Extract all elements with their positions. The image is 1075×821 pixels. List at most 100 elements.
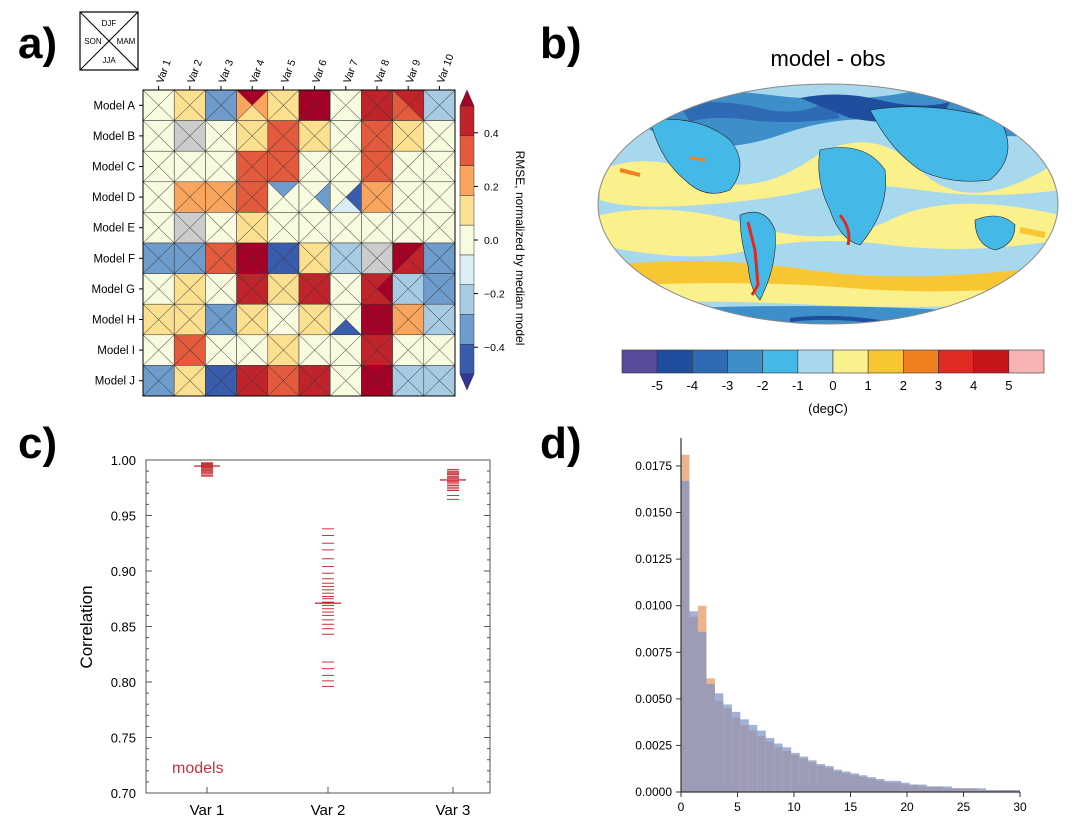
heatmap-cell-son	[329, 364, 347, 397]
map-colorbar-label: 3	[935, 378, 942, 393]
colorbar-swatch	[459, 254, 475, 285]
heatmap-cell-son	[298, 303, 315, 336]
heatmap-cell-son	[329, 303, 347, 336]
heatmap-cell-son	[205, 150, 222, 183]
histogram-bar	[697, 631, 707, 792]
heatmap-cell-son	[267, 89, 284, 122]
histogram-bar	[1003, 790, 1012, 792]
heatmap-cell-son	[267, 211, 284, 244]
heatmap-cell-son	[173, 364, 191, 397]
histogram-bar	[723, 704, 732, 792]
heatmap-cell-son	[423, 273, 440, 305]
heatmap-cell-son	[361, 242, 378, 275]
histogram-bar	[799, 756, 809, 792]
heatmap-cell-son	[173, 89, 191, 122]
row-label: Model F	[93, 253, 135, 265]
correlation-axes: 0.70 0.75 0.80 0.85 0.90 0.95 1.00 Var 1 Var 2 Va…	[111, 453, 490, 819]
row-labels: Model A Model B Model C Model D Model E Model…	[92, 100, 143, 388]
row-label: Model H	[92, 315, 135, 327]
heatmap-cell-son	[298, 242, 315, 275]
heatmap-cell-son	[361, 334, 378, 366]
heatmap-cell-son	[267, 303, 284, 336]
histogram-bar	[774, 743, 783, 792]
map-colorbar-label: -2	[757, 378, 769, 393]
x-tick-label: Var 3	[436, 802, 471, 819]
histogram-bar	[918, 784, 927, 792]
row-label: Model I	[97, 345, 135, 357]
colorbar-swatch	[459, 224, 475, 256]
y-tick-label: 0.0100	[635, 599, 672, 613]
heatmap-cell-son	[392, 273, 409, 305]
correlation-plot: 0.70 0.75 0.80 0.85 0.90 0.95 1.00 Var 1 Var 2 Va…	[77, 453, 491, 819]
map-colorbar-label: 4	[970, 378, 977, 393]
map-title: model - obs	[771, 46, 886, 71]
heatmap-cell-son	[205, 120, 222, 152]
heatmap-cell-son	[361, 273, 378, 305]
histogram-bar	[765, 737, 775, 792]
season-label-left: SON	[84, 37, 102, 46]
heatmap-cell-son	[236, 303, 253, 336]
heatmap-cell-son	[298, 120, 315, 152]
heatmap-cell-son	[361, 150, 378, 183]
y-tick-label: 0.95	[111, 509, 136, 524]
column-label: Var 7	[341, 58, 361, 85]
heatmap-cell-son	[205, 89, 222, 122]
heatmap-cell-son	[173, 211, 191, 244]
column-label: Var 2	[185, 58, 205, 85]
heatmap-cell-son	[173, 120, 191, 152]
histogram-bar	[960, 788, 970, 792]
histogram-bar	[943, 786, 953, 792]
map-colorbar-label: 0	[829, 378, 836, 393]
colorbar-tick-label: 0.2	[484, 181, 499, 193]
heatmap-cell-son	[173, 303, 191, 336]
heatmap-cell-son	[298, 89, 315, 122]
colorbar-swatch	[459, 165, 475, 196]
season-label-top: DJF	[102, 19, 117, 28]
heatmap-cell-son	[236, 150, 253, 183]
histogram-bar	[714, 693, 724, 792]
map-colorbar-label: -3	[722, 378, 734, 393]
row-label: Model D	[92, 192, 135, 204]
heatmap-cell-son	[423, 334, 440, 366]
histogram-bar	[986, 790, 995, 792]
heatmap-cell-son	[423, 150, 440, 183]
heatmap-cell-son	[173, 334, 191, 366]
x-tick-label: 0	[678, 800, 685, 814]
histogram-bar	[1011, 790, 1020, 792]
row-label: Model E	[93, 223, 136, 235]
heatmap-cell-son	[267, 242, 284, 275]
heatmap-cell-son	[423, 89, 440, 122]
y-tick-label: 0.0075	[635, 645, 672, 659]
column-label: Var 8	[373, 58, 393, 85]
heatmap-cell-son	[236, 364, 253, 397]
histogram-bar	[892, 780, 902, 792]
y-tick-label: 0.70	[111, 786, 136, 801]
heatmap-cell-son	[236, 181, 253, 213]
heatmap-cell-son	[267, 334, 284, 366]
colorbar-tick-label: −0.2	[484, 289, 505, 301]
colorbar-swatch	[459, 135, 475, 166]
histogram-bar	[706, 683, 715, 792]
map-colorbar-swatch	[621, 349, 658, 374]
panel-label-a: a)	[18, 19, 58, 68]
heatmap-cell-son	[392, 120, 409, 152]
heatmap-cell-son	[267, 181, 284, 213]
histogram-bar	[867, 777, 876, 792]
column-label: Var 5	[279, 58, 299, 85]
histogram-bar	[748, 724, 758, 792]
row-label: Model G	[92, 284, 136, 296]
heatmap-cell-son	[267, 364, 284, 397]
y-tick-label: 0.90	[111, 564, 136, 579]
heatmap-grid	[142, 89, 456, 397]
correlation-marks	[194, 462, 466, 687]
column-label: Var 1	[154, 58, 174, 85]
histogram-bar	[977, 788, 987, 792]
histogram-bars	[681, 454, 1020, 792]
x-tick-label: Var 2	[311, 802, 346, 819]
column-label: Var 6	[310, 58, 330, 85]
column-label: Var 10	[435, 52, 457, 85]
row-label: Model C	[92, 162, 135, 174]
map-colorbar-unit: (degC)	[808, 401, 848, 416]
column-label: Var 4	[248, 58, 268, 85]
heatmap-cell-son	[329, 120, 347, 152]
